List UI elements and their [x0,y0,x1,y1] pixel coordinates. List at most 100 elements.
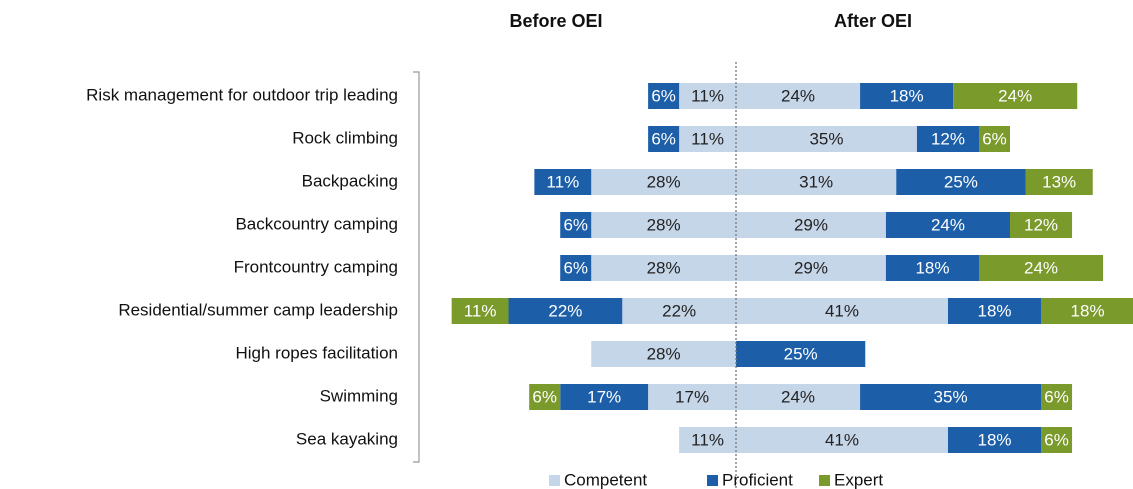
bracket [413,71,420,463]
value-label: 18% [890,86,924,105]
legend-label: Competent [564,470,647,489]
value-label: 41% [825,430,859,449]
legend-label: Proficient [722,470,793,489]
value-label: 25% [944,172,978,191]
value-label: 11% [546,172,579,191]
value-label: 6% [651,129,676,148]
bar-segment [736,298,948,324]
bar-segment [978,255,1104,281]
bar-segment [947,298,1042,324]
value-label: 6% [532,387,557,406]
value-label: 22% [548,301,582,320]
bar-segment [860,83,954,109]
bar-segment [679,126,736,152]
group-title: Before OEI [509,11,602,31]
bar-segment [736,384,861,410]
value-label: 6% [651,86,676,105]
value-label: 28% [647,215,681,234]
value-label: 18% [915,258,949,277]
bar-segment [591,169,736,195]
category-label: High ropes facilitation [235,343,398,362]
category-label: Backpacking [302,171,398,190]
category-label: Sea kayaking [296,429,398,448]
value-label: 25% [784,344,818,363]
bar-segment [916,126,979,152]
bar-segment [953,83,1078,109]
bar-segment [1025,169,1093,195]
value-label: 6% [1044,387,1069,406]
value-label: 11% [691,86,724,105]
bar-segment [947,427,1042,453]
bar-segment [736,427,948,453]
bar-segment [736,126,917,152]
bar-segment [679,83,736,109]
value-label: 29% [794,258,828,277]
value-label: 13% [1042,172,1076,191]
value-label: 18% [977,430,1011,449]
value-label: 35% [934,387,968,406]
bar-segment [591,255,736,281]
legend-swatch [819,475,830,486]
value-label: 18% [1071,301,1105,320]
value-label: 6% [563,215,588,234]
legend-swatch [707,475,718,486]
legend-label: Expert [834,470,883,489]
category-label: Rock climbing [292,128,398,147]
value-label: 28% [647,258,681,277]
bar-segment [885,212,1011,238]
bar-segment [534,169,592,195]
value-label: 41% [825,301,859,320]
bar-segment [736,255,886,281]
bar-segment [736,83,861,109]
value-label: 12% [931,129,965,148]
category-label: Risk management for outdoor trip leading [86,85,398,104]
value-label: 24% [1024,258,1058,277]
value-label: 35% [809,129,843,148]
bar-segment [648,384,736,410]
bar-segment [648,83,680,109]
bar-segment [736,169,897,195]
bar-segment [1010,212,1073,238]
bar-segment [1041,384,1073,410]
value-label: 24% [998,86,1032,105]
value-label: 11% [691,430,724,449]
bar-segment [591,212,736,238]
value-label: 24% [781,86,815,105]
bar-segment [560,212,592,238]
bar-segment [648,126,680,152]
bar-segment [451,298,509,324]
category-label: Residential/summer camp leadership [118,300,398,319]
value-label: 12% [1024,215,1058,234]
bar-segment [736,341,866,367]
category-label: Backcountry camping [235,214,398,233]
bar-segment [560,255,592,281]
legend-swatch [549,475,560,486]
bar-segment [529,384,561,410]
bar-segment [896,169,1026,195]
category-label: Swimming [320,386,398,405]
bar-segment [591,341,736,367]
group-title: After OEI [834,11,912,31]
bar-segment [679,427,736,453]
value-label: 18% [977,301,1011,320]
value-label: 6% [982,129,1007,148]
bar-segment [978,126,1011,152]
value-label: 11% [691,129,724,148]
value-label: 6% [1044,430,1069,449]
value-label: 28% [647,172,681,191]
bar-segment [885,255,979,281]
value-label: 31% [799,172,833,191]
bar-segment [508,298,623,324]
value-label: 17% [675,387,709,406]
value-label: 17% [587,387,621,406]
value-label: 24% [931,215,965,234]
value-label: 22% [662,301,696,320]
category-label: Frontcountry camping [234,257,398,276]
bar-segment [622,298,736,324]
bar-segment [860,384,1042,410]
value-label: 6% [563,258,588,277]
value-label: 24% [781,387,815,406]
bar-segment [560,384,649,410]
bar-segment [736,212,886,238]
